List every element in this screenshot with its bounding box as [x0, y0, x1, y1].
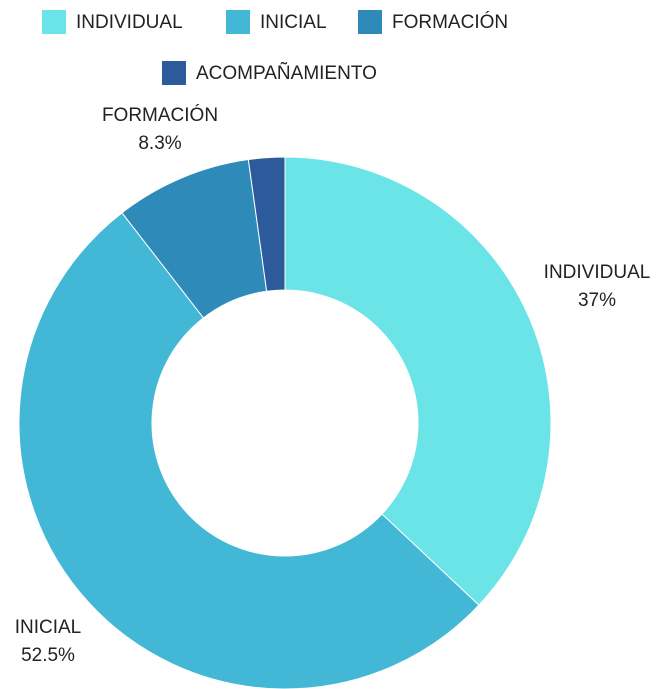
slice-label: INICIAL — [15, 617, 82, 638]
donut-slice — [284, 156, 552, 606]
legend-label: ACOMPAÑAMIENTO — [196, 62, 377, 84]
legend-swatch — [358, 10, 382, 34]
legend-label: FORMACIÓN — [392, 11, 508, 33]
legend-swatch — [42, 10, 66, 34]
slice-label: FORMACIÓN — [102, 104, 218, 126]
legend-swatch — [226, 10, 250, 34]
slice-value: 37% — [578, 290, 616, 311]
legend-label: INDIVIDUAL — [76, 12, 183, 33]
slice-value: 8.3% — [138, 133, 181, 154]
slice-label: INDIVIDUAL — [544, 262, 651, 283]
donut-slice — [247, 156, 286, 292]
donut-slice — [18, 212, 480, 689]
legend-label: INICIAL — [260, 12, 327, 33]
slice-value: 52.5% — [21, 645, 75, 666]
legend-swatch — [162, 61, 186, 85]
